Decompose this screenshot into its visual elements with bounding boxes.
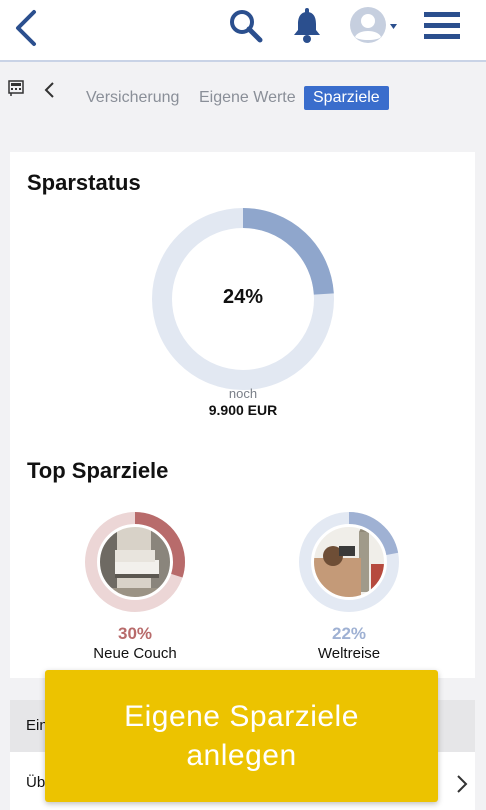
list-item-text: Üb <box>26 774 46 791</box>
travel-goal-name: Weltreise <box>317 645 381 662</box>
sparstatus-title: Sparstatus <box>27 170 141 195</box>
sparstatus-card <box>10 152 475 678</box>
savings-progress-donut <box>152 208 334 390</box>
back-icon[interactable] <box>12 8 42 48</box>
savings-percent: 24% <box>222 286 264 308</box>
tab-sparziele[interactable]: Sparziele <box>304 86 389 110</box>
chevron-right-icon <box>457 775 468 793</box>
bell-icon[interactable] <box>290 8 324 44</box>
remaining-label: noch <box>228 386 258 401</box>
travel-percent: 22% <box>331 624 367 643</box>
top-app-bar <box>0 0 486 62</box>
remaining-amount: 9.900 EUR <box>208 402 278 418</box>
goal-item-weltreise[interactable]: 22% Weltreise <box>274 512 424 662</box>
travel-progress-arc <box>299 512 399 612</box>
goal-item-neue-couch[interactable]: 30% Neue Couch <box>60 512 210 662</box>
couch-percent: 30% <box>117 624 153 643</box>
create-savings-goal-button[interactable]: Eigene Sparziele anlegen <box>45 670 438 802</box>
travel-progress-ring <box>299 512 399 612</box>
couch-progress-ring <box>85 512 185 612</box>
menu-icon[interactable] <box>424 10 460 42</box>
avatar-icon[interactable] <box>350 6 398 46</box>
search-icon[interactable] <box>228 8 264 44</box>
tab-eigene-werte[interactable]: Eigene Werte <box>199 89 296 106</box>
tabs-back-chevron-icon[interactable] <box>42 80 56 100</box>
couch-goal-name: Neue Couch <box>93 645 177 662</box>
list-header-text: Ein <box>26 717 48 734</box>
calculator-icon[interactable] <box>8 79 26 97</box>
top-goals-title: Top Sparziele <box>27 458 169 483</box>
create-savings-goal-label: Eigene Sparziele anlegen <box>124 700 359 772</box>
tab-versicherung[interactable]: Versicherung <box>86 89 180 106</box>
couch-progress-arc <box>85 512 185 612</box>
savings-progress-arc <box>152 208 334 390</box>
